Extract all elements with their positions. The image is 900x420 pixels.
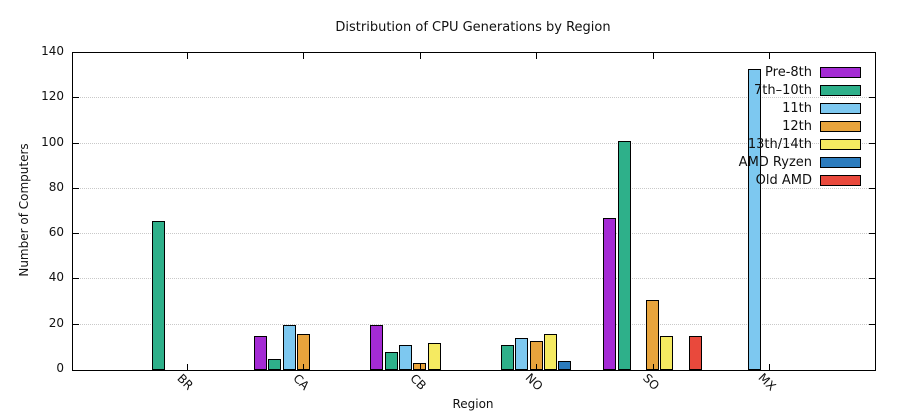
gridline: [73, 323, 875, 325]
y-tick-label: 20: [48, 315, 64, 330]
bar: [748, 69, 762, 370]
x-tick-label: BR: [174, 371, 196, 393]
x-tick-mark: [652, 364, 654, 370]
legend-label: Pre-8th: [765, 64, 812, 80]
y-tick-label: 140: [41, 44, 64, 58]
x-tick-mark: [419, 53, 421, 59]
legend-swatch: [820, 102, 861, 114]
legend: Pre-8th 7th–10th 11th 12th 13th/14th AMD Ryze…: [739, 63, 861, 189]
y-tick-mark: [73, 142, 79, 144]
x-tick-mark: [187, 53, 188, 59]
legend-swatch: [820, 156, 861, 168]
legend-label: Old AMD: [755, 172, 812, 188]
legend-label: 11th: [782, 100, 812, 116]
bar: [384, 352, 398, 370]
bar: [282, 325, 296, 370]
bar: [617, 141, 631, 370]
x-tick-mark: [769, 53, 770, 59]
x-tick-mark: [303, 364, 305, 370]
bar: [254, 336, 267, 370]
legend-row: Pre-8th: [739, 63, 861, 81]
y-tick-mark: [73, 323, 79, 325]
x-tick-mark: [652, 53, 654, 59]
legend-label: AMD Ryzen: [738, 154, 812, 170]
legend-swatch: [820, 174, 861, 186]
y-tick-label: 60: [48, 225, 64, 240]
x-tick-mark: [187, 364, 188, 370]
y-tick-mark: [869, 323, 875, 325]
y-tick-label: 100: [41, 134, 64, 149]
bar: [501, 345, 515, 370]
legend-row: 12th: [739, 117, 861, 135]
gridline: [73, 233, 875, 235]
y-tick-mark: [73, 233, 79, 235]
bar: [515, 338, 529, 370]
y-tick-mark: [869, 142, 875, 144]
y-tick-mark: [869, 278, 875, 280]
bar: [603, 218, 617, 370]
bar: [646, 300, 660, 370]
bar: [370, 325, 384, 370]
bar: [151, 221, 165, 370]
x-tick-label: NO: [522, 370, 546, 394]
y-tick-mark: [73, 97, 79, 99]
x-tick-mark: [536, 364, 538, 370]
bar: [399, 345, 412, 370]
y-tick-label: 40: [48, 270, 64, 285]
x-tick-label: SO: [639, 371, 662, 393]
legend-swatch: [820, 120, 861, 132]
x-tick-mark: [419, 364, 421, 370]
y-tick-mark: [73, 187, 79, 189]
y-tick-label: 0: [56, 361, 64, 375]
legend-row: 13th/14th: [739, 135, 861, 153]
y-tick-mark: [869, 97, 875, 99]
y-tick-label: 120: [41, 89, 64, 104]
x-tick-label: CB: [407, 371, 429, 393]
legend-row: Old AMD: [739, 171, 861, 189]
gridline: [73, 278, 875, 280]
legend-row: 7th–10th: [739, 81, 861, 99]
plot-area: [72, 52, 876, 371]
bar: [544, 334, 557, 370]
x-tick-label: CA: [290, 371, 313, 393]
legend-swatch: [820, 84, 861, 96]
y-tick-mark: [869, 233, 875, 235]
legend-row: AMD Ryzen: [739, 153, 861, 171]
gridline: [73, 187, 875, 189]
y-tick-mark: [73, 278, 79, 280]
legend-row: 11th: [739, 99, 861, 117]
x-tick-label: MX: [755, 370, 779, 394]
legend-swatch: [820, 138, 861, 150]
chart-title: Distribution of CPU Generations by Regio…: [335, 20, 611, 35]
x-tick-mark: [769, 364, 770, 370]
bar: [660, 336, 674, 370]
x-tick-mark: [536, 53, 538, 59]
bar: [558, 361, 572, 370]
x-tick-mark: [303, 53, 305, 59]
gridline: [73, 97, 875, 99]
bar: [689, 336, 702, 370]
legend-label: 13th/14th: [747, 136, 812, 152]
x-axis-title: Region: [452, 397, 494, 411]
legend-label: 12th: [782, 118, 812, 134]
legend-label: 7th–10th: [754, 82, 812, 98]
y-tick-mark: [869, 187, 875, 189]
y-tick-label: 80: [48, 179, 64, 194]
gridline: [73, 142, 875, 144]
bar: [268, 359, 282, 370]
bar: [427, 343, 441, 370]
legend-swatch: [820, 66, 861, 78]
